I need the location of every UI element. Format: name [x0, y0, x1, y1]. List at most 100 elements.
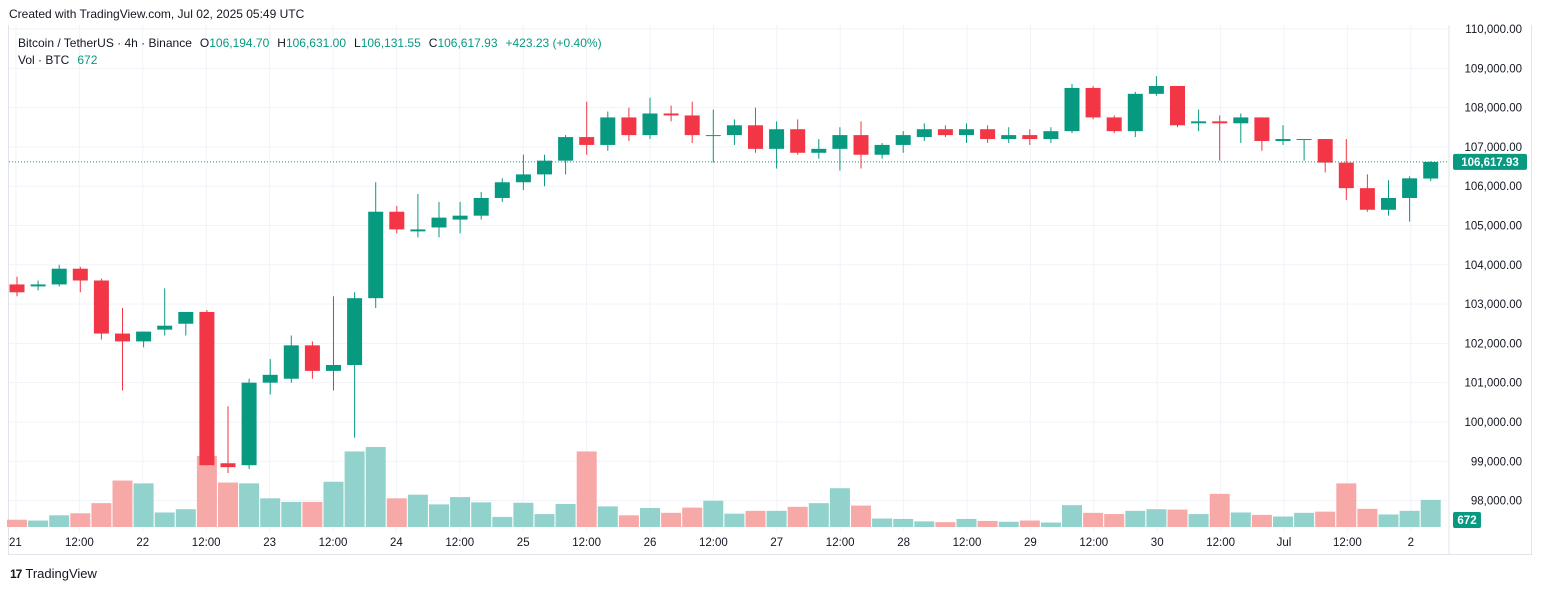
- candle-body: [937, 129, 953, 136]
- candle-body: [452, 215, 468, 220]
- volume-bar: [640, 508, 660, 527]
- candle-body: [1402, 178, 1418, 198]
- candle-body: [1127, 93, 1143, 132]
- volume-bar: [1146, 509, 1167, 527]
- candle-body: [178, 311, 194, 324]
- volume-bar: [133, 483, 154, 527]
- volume-value: 672: [77, 53, 98, 67]
- volume-bar: [70, 513, 91, 527]
- candle-body: [115, 333, 130, 342]
- volume-legend: Vol · BTC 672: [18, 52, 602, 69]
- candle-body: [9, 284, 25, 293]
- volume-bar: [218, 482, 238, 527]
- time-tick-label: 28: [897, 537, 910, 549]
- last-volume-badge: [1453, 512, 1481, 528]
- time-tick-label: Jul: [1277, 537, 1292, 549]
- grid-lines: [9, 25, 1450, 555]
- time-tick-label: 2: [1408, 537, 1414, 549]
- time-axis: 21 12:00 22 12:00 23 12:00 24 12:00 25 12:00 26 12:…: [9, 537, 1414, 549]
- low-label: L: [354, 36, 361, 50]
- volume-bar: [935, 522, 956, 527]
- volume-bar: [492, 516, 513, 527]
- candle-body: [1064, 87, 1080, 132]
- candle-body: [916, 129, 932, 138]
- volume-bar: [661, 512, 682, 527]
- volume-bar: [1230, 512, 1251, 527]
- price-tick-label: 108,000.00: [1464, 103, 1522, 115]
- candle-body: [368, 211, 384, 299]
- volume-bar: [1040, 522, 1061, 527]
- candle-body: [494, 182, 510, 198]
- candle-body: [1191, 121, 1207, 124]
- time-tick-label: 26: [644, 537, 657, 549]
- volume-bar: [745, 510, 766, 527]
- price-tick-label: 110,000.00: [1465, 24, 1522, 36]
- time-tick-label: 12:00: [1206, 537, 1235, 549]
- volume-bar: [1019, 520, 1040, 527]
- candle-body: [642, 113, 658, 136]
- time-tick-label: 12:00: [65, 537, 94, 549]
- volume-bar: [1315, 511, 1336, 527]
- symbol-label[interactable]: Bitcoin / TetherUS · 4h · Binance: [18, 36, 192, 50]
- close-label: C: [428, 36, 438, 50]
- candle-body: [1170, 85, 1185, 126]
- time-tick-label: 12:00: [953, 537, 982, 549]
- candle-body: [874, 144, 890, 155]
- volume-bar: [429, 504, 449, 527]
- candle-body: [473, 197, 489, 216]
- volume-bars: [7, 447, 1441, 527]
- volume-bar: [281, 501, 302, 527]
- chart-legend: Bitcoin / TetherUS · 4h · Binance O106,19…: [18, 35, 602, 69]
- price-tick-label: 109,000.00: [1464, 63, 1522, 75]
- volume-bar: [872, 518, 893, 527]
- volume-bar: [407, 494, 428, 527]
- volume-bar: [365, 447, 386, 527]
- volume-bar: [239, 483, 260, 527]
- candle-body: [726, 125, 742, 136]
- low-value: 106,131.55: [360, 36, 421, 50]
- candle-body: [304, 345, 320, 371]
- volume-bar: [513, 502, 534, 527]
- candle-body: [1085, 87, 1101, 118]
- candle-body: [1001, 135, 1017, 140]
- candle-body: [684, 115, 700, 136]
- volume-bar: [998, 521, 1019, 527]
- candle-body: [262, 374, 278, 383]
- tradingview-brand: TradingView: [25, 566, 97, 581]
- candle-body: [241, 382, 257, 466]
- volume-bar: [893, 518, 914, 527]
- volume-bar: [7, 519, 27, 527]
- open-value: 106,194.70: [209, 36, 270, 50]
- time-tick-label: 12:00: [445, 537, 474, 549]
- candle-body: [1338, 162, 1354, 189]
- candle-body: [705, 135, 721, 137]
- candle-body: [811, 148, 827, 153]
- volume-bar: [112, 480, 133, 527]
- volume-bar: [1209, 493, 1230, 527]
- candle-body: [1359, 188, 1375, 210]
- candle-body: [1317, 139, 1333, 163]
- candle-body: [515, 174, 531, 183]
- volume-bar: [450, 497, 471, 527]
- candlestick-chart[interactable]: 98,000.0099,000.00100,000.00101,000.0010…: [0, 0, 1542, 560]
- footer-branding[interactable]: 17 TradingView: [10, 566, 97, 581]
- time-tick-label: 12:00: [319, 537, 348, 549]
- candles: [9, 76, 1439, 474]
- candle-body: [1233, 117, 1249, 124]
- ohlc-legend: Bitcoin / TetherUS · 4h · Binance O106,19…: [18, 35, 602, 52]
- candle-body: [621, 117, 637, 136]
- candle-body: [959, 129, 974, 136]
- change-value: +423.23 (+0.40%): [505, 36, 602, 50]
- volume-label[interactable]: Vol · BTC: [18, 53, 70, 67]
- candle-body: [283, 345, 299, 379]
- candle-body: [537, 160, 552, 175]
- price-tick-label: 105,000.00: [1464, 220, 1522, 232]
- candle-body: [1043, 131, 1059, 140]
- last-price-badge: [1453, 153, 1527, 170]
- candle-body: [769, 129, 785, 149]
- volume-bar: [1167, 509, 1188, 527]
- volume-bar: [91, 503, 112, 527]
- time-tick-label: 22: [136, 537, 149, 549]
- candle-body: [1254, 117, 1270, 141]
- price-tick-label: 106,000.00: [1464, 181, 1522, 193]
